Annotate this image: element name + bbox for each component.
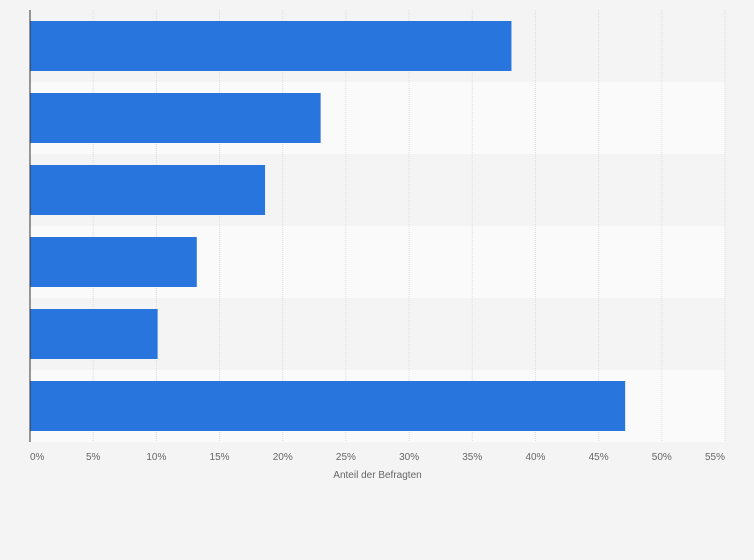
gridlines — [92, 10, 726, 442]
x-tick-label: 45% — [589, 452, 609, 463]
bar — [30, 381, 626, 431]
bar — [30, 165, 266, 215]
x-tick-label: 55% — [705, 452, 725, 463]
x-tick-label: 35% — [462, 452, 482, 463]
bar — [30, 309, 158, 359]
bar — [30, 21, 512, 71]
bar — [30, 93, 321, 143]
x-tick-label: 50% — [652, 452, 672, 463]
x-tick-label: 0% — [30, 452, 45, 463]
x-tick-label: 25% — [336, 452, 356, 463]
bars — [30, 21, 626, 431]
x-tick-label: 30% — [399, 452, 419, 463]
x-axis-title: Anteil der Befragten — [333, 470, 421, 481]
x-tick-label: 5% — [86, 452, 101, 463]
row-bands — [30, 10, 725, 442]
x-tick-label: 10% — [146, 452, 166, 463]
x-tick-label: 20% — [273, 452, 293, 463]
x-tick-label: 15% — [210, 452, 230, 463]
x-axis-ticks: 0% 5% 10% 15% 20% 25% 30% 35% 40% 45% 50% 55% — [30, 452, 725, 463]
bar — [30, 237, 197, 287]
x-tick-label: 40% — [525, 452, 545, 463]
